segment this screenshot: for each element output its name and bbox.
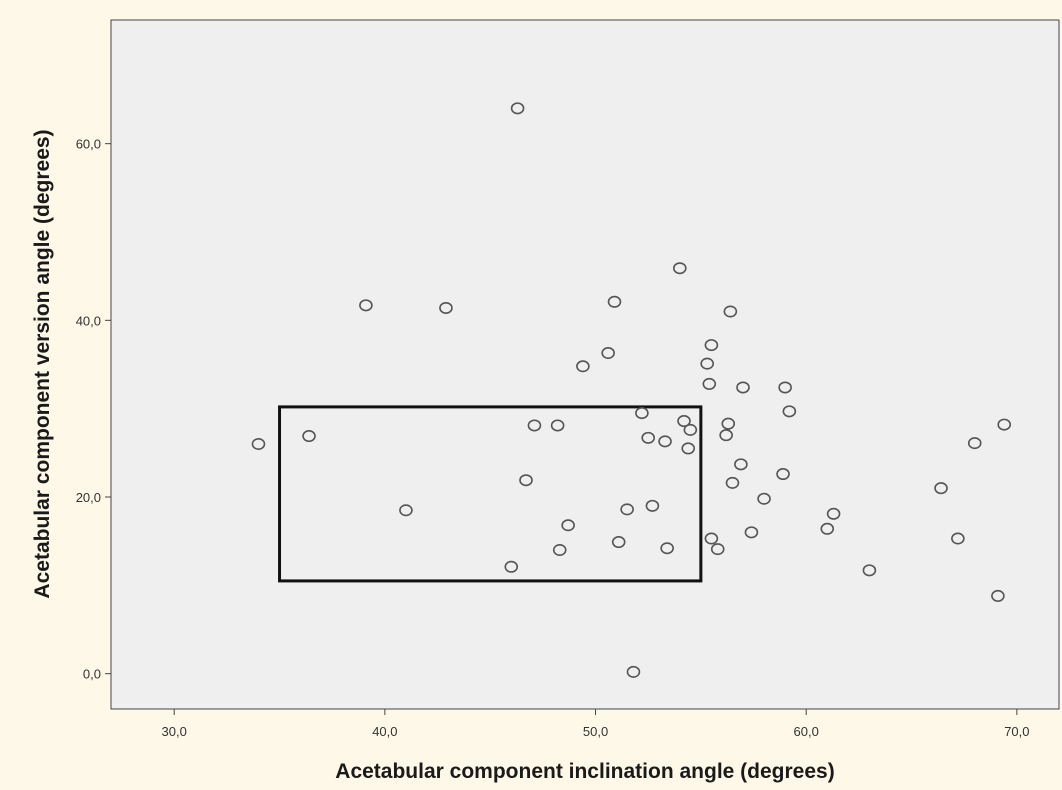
x-tick-label: 40,0 (372, 724, 397, 739)
scatter-point (967, 437, 982, 450)
scatter-point (251, 437, 266, 450)
scatter-point (683, 423, 698, 436)
x-tick-label: 60,0 (794, 724, 819, 739)
scatter-point (550, 419, 565, 432)
x-tick-label: 50,0 (583, 724, 608, 739)
scatter-point (519, 474, 533, 487)
scatter-point (611, 536, 626, 549)
scatter-point (702, 377, 717, 390)
scatter-point (826, 507, 841, 520)
scatter-point (399, 504, 413, 517)
safe-zone-box (278, 405, 703, 583)
scatter-point (439, 301, 453, 314)
scatter-point (302, 430, 316, 443)
scatter-point (725, 476, 740, 489)
scatter-point (658, 435, 672, 448)
scatter-point (626, 665, 641, 678)
y-axis-title: Acetabular component version angle (degr… (31, 129, 54, 598)
scatter-point (527, 419, 542, 432)
x-axis: 30,0 40,0 50,0 60,0 70,0 (162, 709, 1030, 739)
scatter-point (561, 519, 575, 532)
y-tick-label: 60,0 (76, 137, 101, 152)
scatter-point (681, 442, 696, 455)
scatter-point (576, 360, 590, 373)
scatter-point (677, 415, 691, 428)
scatter-point (620, 503, 634, 516)
y-tick-label: 0,0 (83, 667, 101, 682)
scatter-point (744, 526, 759, 539)
scatter-point (782, 405, 797, 418)
scatter-point (510, 102, 525, 115)
scatter-point (778, 381, 792, 394)
scatter-point (552, 543, 567, 556)
scatter-point (820, 522, 835, 535)
scatter-point (934, 482, 948, 495)
scatter-point (607, 295, 622, 308)
scatter-point (601, 347, 615, 360)
x-tick-label: 70,0 (1004, 724, 1029, 739)
scatter-point (736, 381, 750, 394)
x-tick-label: 30,0 (162, 724, 187, 739)
scatter-point (991, 589, 1005, 602)
scatter-point (757, 492, 771, 505)
scatter-point (997, 418, 1012, 431)
y-tick-label: 20,0 (76, 490, 101, 505)
scatter-point (723, 305, 738, 318)
scatter-point (359, 299, 373, 312)
scatter-point (704, 339, 719, 352)
scatter-point (672, 262, 687, 275)
x-axis-title: Acetabular component inclination angle (… (335, 760, 834, 783)
scatter-point (641, 431, 656, 444)
scatter-point (776, 468, 790, 481)
scatter-point (645, 499, 660, 512)
scatter-point (862, 564, 877, 577)
y-tick-label: 40,0 (76, 313, 101, 328)
scatter-points (251, 102, 1012, 678)
scatter-point (721, 417, 736, 430)
scatter-point (951, 532, 965, 545)
scatter-point (704, 532, 719, 545)
plot-area (110, 19, 1060, 710)
scatter-point (719, 429, 733, 442)
scatter-point (710, 543, 725, 556)
scatter-point (504, 560, 519, 573)
scatter-point (635, 407, 649, 420)
scatter-point (700, 357, 714, 370)
scatter-point (660, 542, 674, 555)
y-axis: 0,0 20,0 40,0 60,0 (76, 137, 111, 682)
scatter-point (734, 458, 748, 471)
